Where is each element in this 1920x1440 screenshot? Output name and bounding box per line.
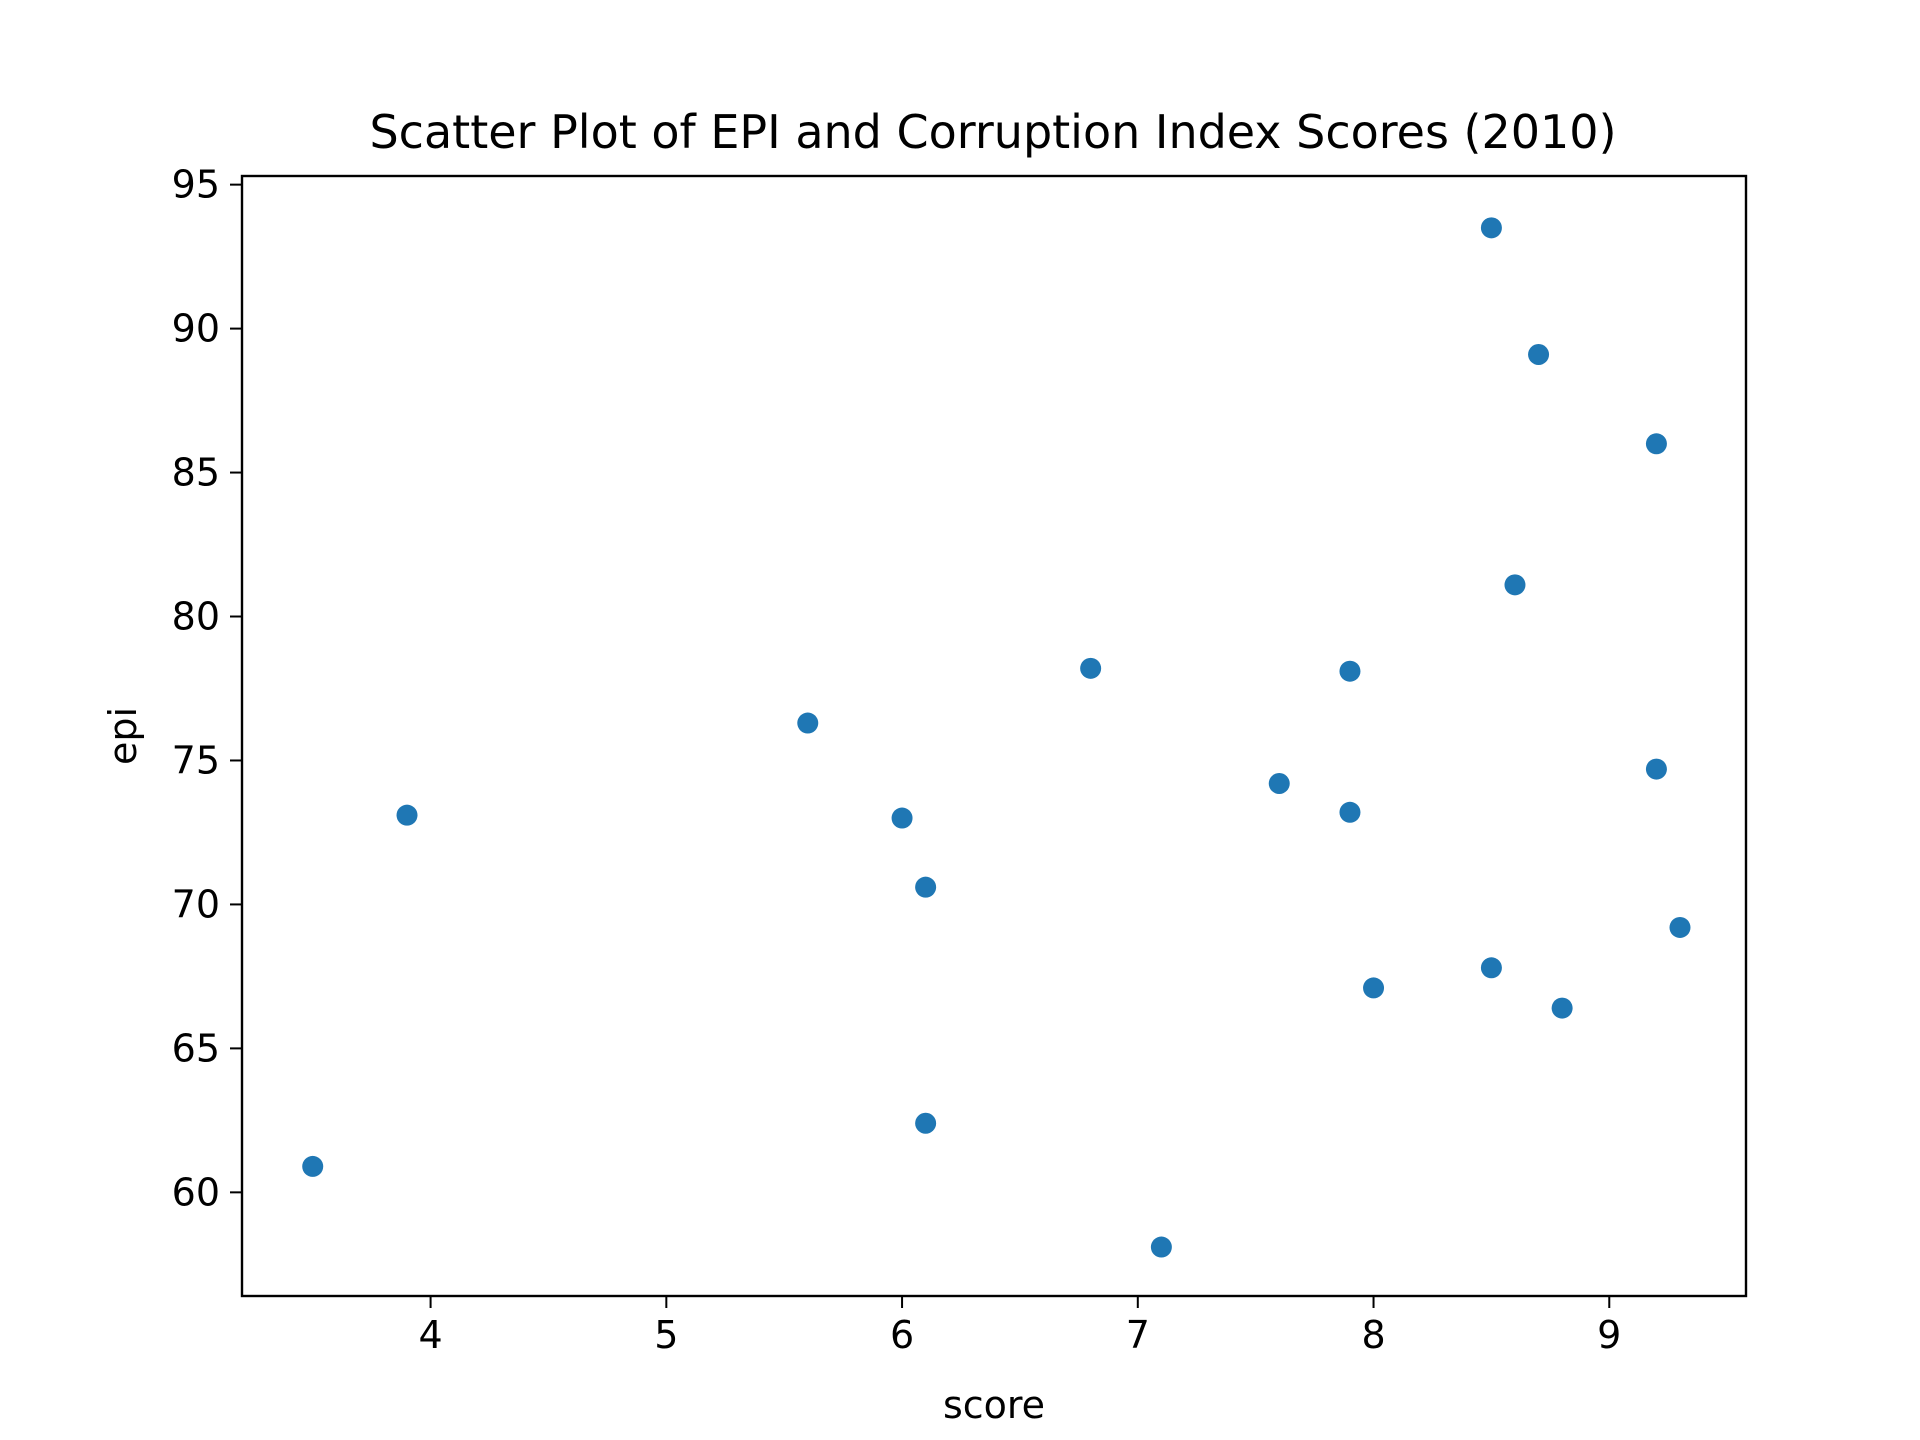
y-axis-label: epi (101, 707, 145, 765)
scatter-point (302, 1155, 324, 1177)
x-tick-label: 5 (654, 1313, 678, 1357)
scatter-point (1480, 957, 1502, 979)
scatter-point (1504, 574, 1526, 596)
scatter-point (797, 712, 819, 734)
scatter-point (1480, 217, 1502, 239)
y-tick-label: 65 (172, 1026, 220, 1070)
scatter-point (915, 1112, 937, 1134)
x-axis-label: score (943, 1383, 1045, 1427)
scatter-point (1339, 660, 1361, 682)
scatter-point (1268, 773, 1290, 795)
scatter-point (1528, 344, 1550, 366)
chart-title: Scatter Plot of EPI and Corruption Index… (369, 105, 1616, 159)
y-tick-label: 75 (172, 738, 220, 782)
y-tick-label: 95 (172, 163, 220, 207)
y-tick-label: 85 (172, 451, 220, 495)
y-tick-label: 70 (172, 882, 220, 926)
x-axis: 4 5 6 7 8 9 (418, 1296, 1621, 1357)
scatter-point (891, 807, 913, 829)
x-tick-label: 9 (1597, 1313, 1621, 1357)
scatter-point (1080, 657, 1102, 679)
x-tick-label: 8 (1361, 1313, 1385, 1357)
x-tick-label: 6 (890, 1313, 914, 1357)
scatter-point (1645, 433, 1667, 455)
plot-frame (240, 174, 1748, 1298)
scatter-point (1669, 916, 1691, 938)
scatter-point (915, 876, 937, 898)
scatter-point (1363, 977, 1385, 999)
y-tick-label: 60 (172, 1170, 220, 1214)
x-tick-label: 7 (1126, 1313, 1150, 1357)
y-tick-label: 90 (172, 307, 220, 351)
scatter-point (1645, 758, 1667, 780)
scatter-point (396, 804, 418, 826)
scatter-point (1551, 997, 1573, 1019)
y-tick-label: 80 (172, 595, 220, 639)
x-tick-label: 4 (418, 1313, 442, 1357)
plot-area (302, 217, 1691, 1258)
y-axis: 60 65 70 75 80 85 90 95 (172, 163, 242, 1214)
scatter-point (1150, 1236, 1172, 1258)
scatter-point (1339, 801, 1361, 823)
